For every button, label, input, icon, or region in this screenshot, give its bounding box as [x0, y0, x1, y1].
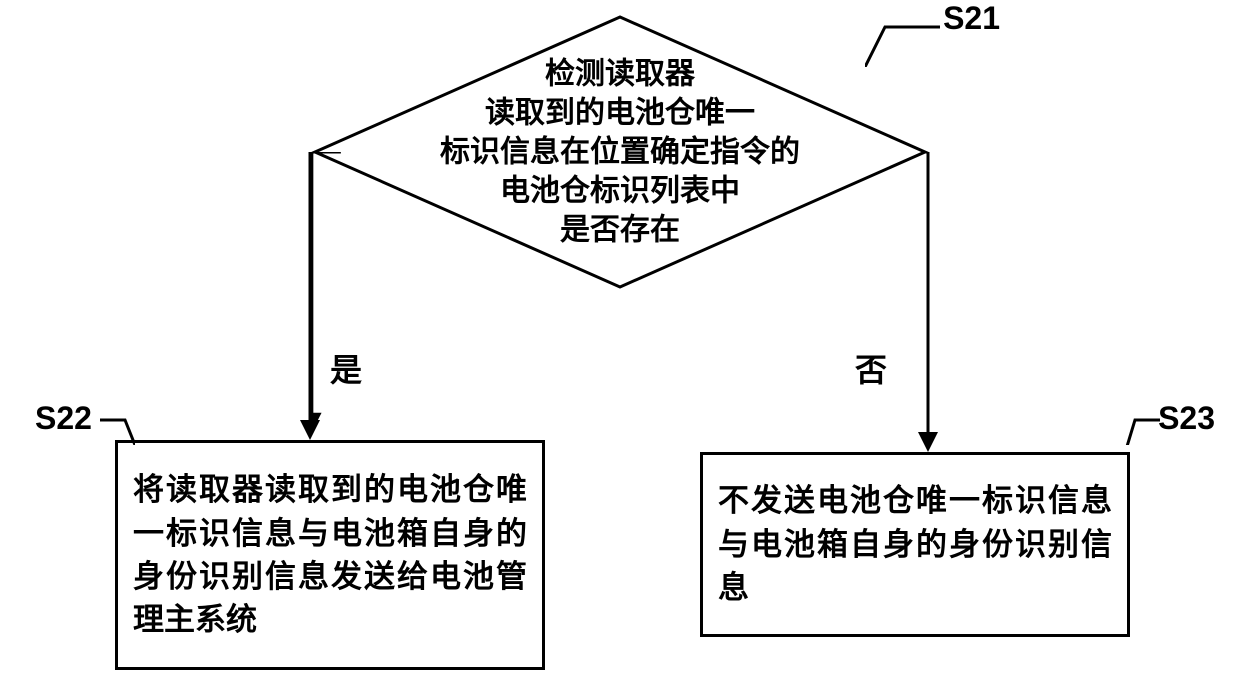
yes-label: 是 [330, 345, 362, 391]
yes-branch-arrow [310, 152, 420, 432]
no-arrow-line [918, 152, 978, 452]
process-yes-box: 将读取器读取到的电池仓唯一标识信息与电池箱自身的身份识别信息发送给电池管理主系统 [115, 440, 545, 670]
process-no-text: 不发送电池仓唯一标识信息与电池箱自身的身份识别信息 [718, 479, 1112, 609]
step-label-s22: S22 [35, 400, 92, 437]
s23-connector-line [1125, 415, 1160, 445]
yes-arrow-line [260, 152, 320, 442]
no-label: 否 [855, 345, 887, 391]
decision-text: 检测读取器 读取到的电池仓唯一 标识信息在位置确定指令的 电池仓标识列表中 是否… [420, 55, 820, 250]
step-label-s23: S23 [1158, 400, 1215, 437]
flowchart-container: S21 检测读取器 读取到的电池仓唯一 标识信息在位置确定指令的 电池仓标识列表… [0, 0, 1240, 686]
step-label-s21: S21 [943, 0, 1000, 37]
process-yes-text: 将读取器读取到的电池仓唯一标识信息与电池箱自身的身份识别信息发送给电池管理主系统 [133, 468, 527, 642]
process-no-box: 不发送电池仓唯一标识信息与电池箱自身的身份识别信息 [700, 452, 1130, 637]
